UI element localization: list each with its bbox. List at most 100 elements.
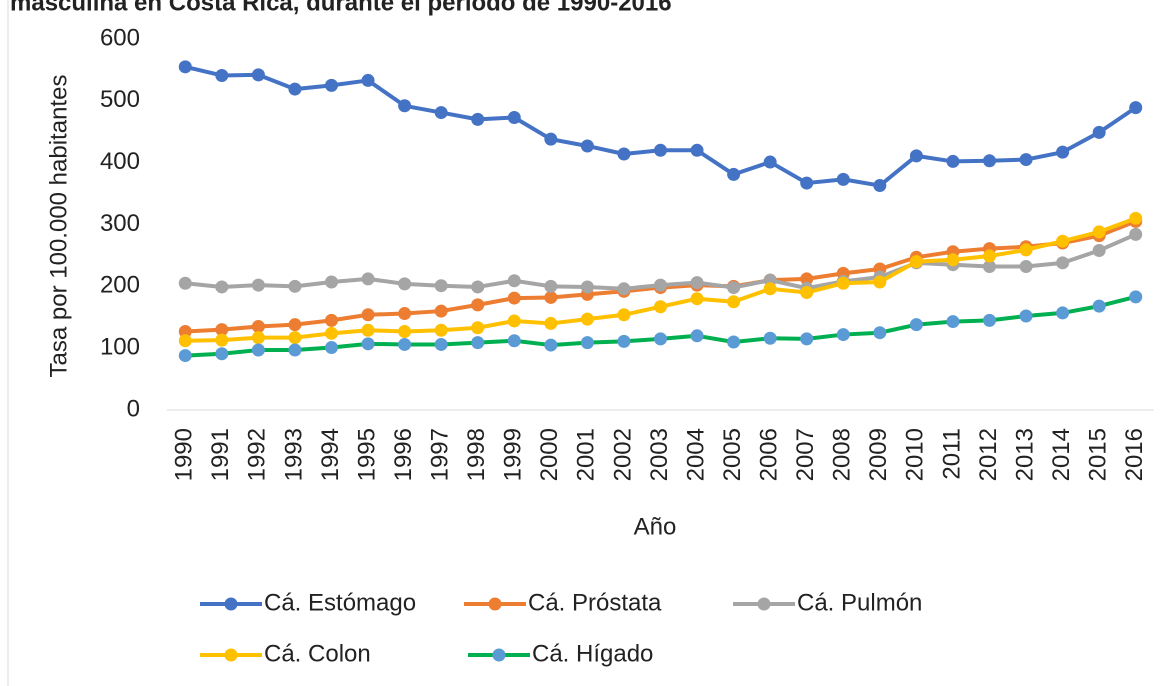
y-tick-label: 400 — [100, 148, 140, 175]
x-tick-label: 1992 — [244, 428, 271, 481]
y-axis-label: Tasa por 100.000 habitantes — [45, 75, 72, 378]
data-point — [215, 68, 229, 82]
data-point — [654, 332, 667, 346]
y-tick-label: 100 — [100, 334, 140, 361]
data-point — [617, 282, 631, 296]
data-point — [361, 323, 375, 337]
data-point — [288, 279, 302, 293]
data-point — [544, 316, 558, 330]
data-point — [800, 332, 814, 346]
data-point — [909, 318, 923, 332]
data-point — [873, 275, 887, 289]
data-point — [178, 334, 192, 348]
data-point — [580, 280, 594, 294]
data-point — [690, 276, 704, 290]
data-point — [471, 280, 485, 294]
data-point — [654, 300, 667, 314]
x-tick-label: 2004 — [682, 428, 709, 481]
data-point — [398, 337, 412, 351]
data-point — [507, 334, 521, 348]
data-point — [1056, 256, 1070, 270]
data-point — [361, 308, 375, 322]
data-point — [251, 68, 265, 82]
data-point — [983, 154, 996, 168]
x-tick-label: 1991 — [207, 428, 234, 481]
data-point — [909, 149, 923, 163]
data-point — [946, 253, 960, 267]
x-tick-label: 2007 — [792, 428, 819, 481]
data-point — [800, 272, 814, 286]
x-tick-label: 2003 — [646, 428, 673, 481]
data-point — [215, 323, 229, 337]
y-tick-label: 600 — [100, 24, 140, 51]
y-tick-label: 200 — [100, 272, 140, 299]
x-tick-label: 2015 — [1085, 428, 1112, 481]
data-point — [617, 334, 631, 348]
data-point — [873, 326, 887, 340]
chart-title: masculina en Costa Rica, durante el perí… — [10, 0, 672, 16]
x-tick-label: 2009 — [865, 428, 892, 481]
data-point — [946, 315, 960, 329]
legend-label: Cá. Próstata — [528, 589, 662, 616]
data-point — [215, 280, 229, 294]
data-point — [873, 179, 887, 193]
data-point — [288, 331, 302, 345]
data-point — [946, 154, 960, 168]
y-tick-label: 300 — [100, 210, 140, 237]
x-tick-label: 1999 — [500, 428, 527, 481]
y-tick-label: 0 — [127, 395, 140, 422]
x-tick-label: 2016 — [1121, 428, 1148, 481]
data-point — [800, 286, 814, 300]
data-point — [1129, 211, 1143, 225]
data-point — [983, 260, 996, 274]
data-point — [471, 112, 485, 126]
x-tick-label: 2014 — [1048, 428, 1075, 481]
data-point — [507, 291, 521, 305]
x-tick-label: 2000 — [536, 428, 563, 481]
data-point — [325, 313, 338, 327]
data-point — [471, 298, 485, 312]
data-point — [1056, 234, 1070, 248]
x-axis-label: Año — [634, 513, 677, 540]
data-point — [544, 338, 558, 352]
data-point — [434, 106, 448, 120]
data-point — [1129, 101, 1143, 115]
x-tick-label: 1996 — [390, 428, 417, 481]
data-point — [763, 282, 777, 296]
x-tick-label: 2013 — [1011, 428, 1038, 481]
data-point — [1019, 153, 1033, 167]
data-point — [288, 82, 302, 96]
x-tick-label: 2008 — [829, 428, 856, 481]
data-point — [398, 307, 412, 321]
data-point — [178, 60, 192, 74]
y-tick-label: 500 — [100, 86, 140, 113]
data-point — [251, 320, 265, 334]
data-point — [1129, 227, 1143, 241]
data-point — [1092, 125, 1106, 139]
data-point — [434, 337, 448, 351]
data-point — [983, 249, 996, 263]
data-point — [617, 147, 631, 161]
data-point — [507, 111, 521, 125]
data-point — [398, 99, 412, 113]
data-point — [361, 272, 375, 286]
data-point — [434, 304, 448, 318]
data-point — [763, 331, 777, 345]
data-point — [580, 336, 594, 350]
x-tick-label: 1997 — [427, 428, 454, 481]
data-point — [727, 167, 741, 181]
data-point — [544, 290, 558, 304]
data-point — [654, 143, 667, 157]
data-point — [507, 314, 521, 328]
x-tick-label: 2010 — [902, 428, 929, 481]
data-point — [727, 295, 741, 309]
data-point — [361, 73, 375, 87]
data-point — [251, 278, 265, 292]
data-point — [836, 328, 850, 342]
x-tick-label: 1995 — [353, 428, 380, 481]
data-point — [471, 336, 485, 350]
data-point — [1129, 290, 1143, 304]
x-tick-label: 2001 — [573, 428, 600, 481]
data-point — [325, 275, 338, 289]
